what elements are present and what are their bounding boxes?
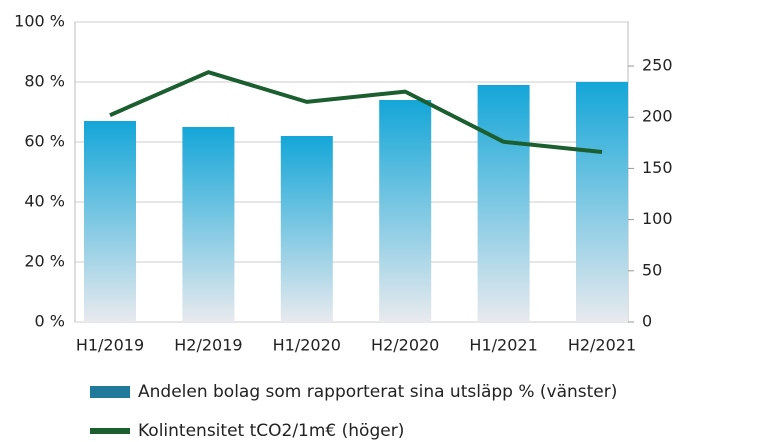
y-tick-label: 0 % bbox=[35, 312, 65, 331]
y-tick-label: 20 % bbox=[24, 252, 65, 271]
x-tick-label: H2/2021 bbox=[568, 336, 636, 355]
y-tick-label: 100 % bbox=[14, 12, 65, 31]
legend-swatch bbox=[90, 428, 130, 434]
legend-swatch bbox=[90, 386, 130, 398]
bar bbox=[84, 121, 136, 322]
y2-tick-label: 50 bbox=[642, 260, 662, 279]
y-tick-label: 80 % bbox=[24, 72, 65, 91]
bar bbox=[280, 136, 333, 322]
plot-frame bbox=[74, 21, 629, 323]
y-tick-label: 40 % bbox=[24, 192, 65, 211]
bar bbox=[576, 82, 628, 322]
y2-tick-label: 200 bbox=[642, 107, 673, 126]
x-tick-label: H1/2020 bbox=[273, 336, 341, 355]
y2-tick-label: 150 bbox=[642, 158, 673, 177]
bar bbox=[182, 127, 235, 322]
y2-tick-label: 250 bbox=[642, 56, 673, 75]
legend-label: Andelen bolag som rapporterat sina utslä… bbox=[138, 382, 617, 402]
x-tick-label: H2/2019 bbox=[174, 336, 242, 355]
x-tick-label: H1/2019 bbox=[76, 336, 144, 355]
legend-label: Kolintensitet tCO2/1m€ (höger) bbox=[138, 421, 404, 441]
line bbox=[109, 70, 603, 155]
y2-tick-label: 100 bbox=[642, 209, 673, 228]
x-tick-label: H1/2021 bbox=[469, 336, 537, 355]
y-tick-label: 60 % bbox=[24, 132, 65, 151]
bar bbox=[477, 85, 530, 322]
bar bbox=[379, 100, 432, 322]
y2-tick-label: 0 bbox=[642, 312, 652, 331]
x-tick-label: H2/2020 bbox=[371, 336, 439, 355]
